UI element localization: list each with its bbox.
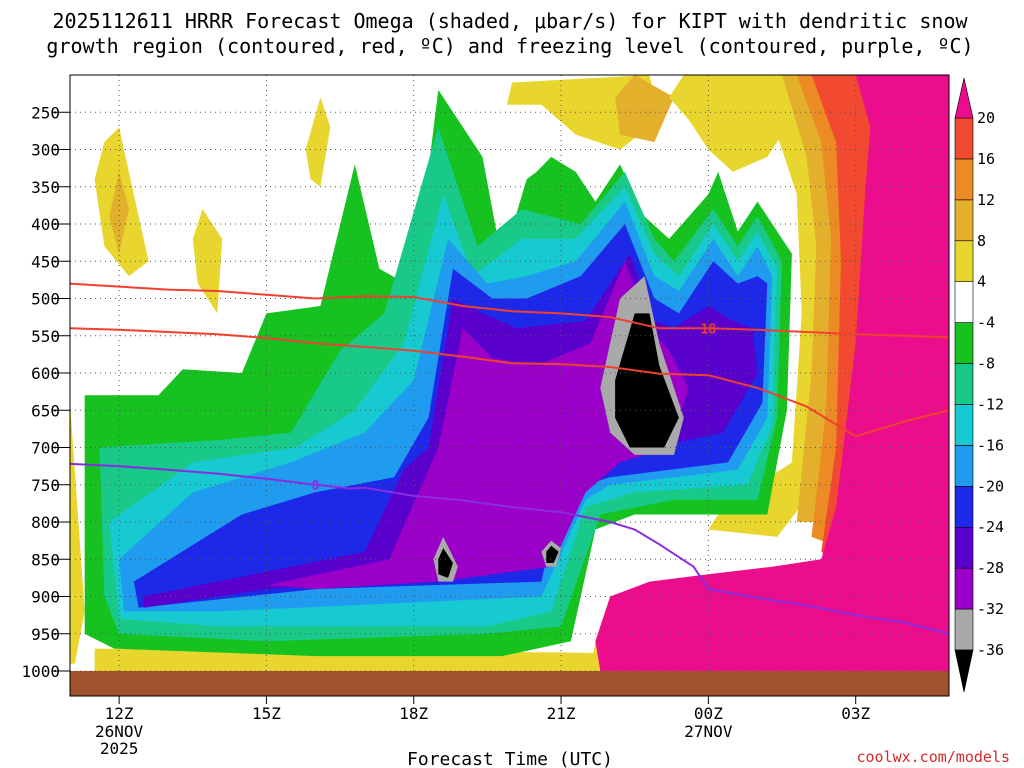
omega-area-3 bbox=[305, 97, 331, 187]
x-date-label-27NOV: 27NOV bbox=[684, 722, 733, 741]
y-tick-label-350: 350 bbox=[31, 178, 60, 197]
omega-area-22 bbox=[266, 261, 689, 590]
y-tick-label-950: 950 bbox=[31, 625, 60, 644]
x-tick-label-00Z: 00Z bbox=[694, 704, 723, 723]
y-tick-label-250: 250 bbox=[31, 103, 60, 122]
colorbar-label-20: 20 bbox=[977, 109, 995, 127]
plot-frame bbox=[69, 74, 950, 697]
y-tick-label-900: 900 bbox=[31, 588, 60, 607]
y-tick-label-1000: 1000 bbox=[21, 662, 60, 681]
colorbar-bin--20-to--16 bbox=[954, 445, 974, 487]
x-axis-title: Forecast Time (UTC) bbox=[407, 749, 613, 768]
contour-lines: 18 0 bbox=[70, 282, 949, 635]
omega-area-1 bbox=[109, 171, 129, 254]
colorbar-bin-8-to-12 bbox=[954, 199, 974, 242]
colorbar-bin--36-to--32 bbox=[954, 608, 974, 651]
omega-area-5 bbox=[615, 75, 674, 143]
x-tick-label-21Z: 21Z bbox=[547, 704, 576, 723]
colorbar-label-8: 8 bbox=[977, 232, 986, 250]
colorbar-label-4: 4 bbox=[977, 273, 986, 291]
colorbar-bin--28-to--24 bbox=[954, 526, 974, 569]
y-tick-label-700: 700 bbox=[31, 439, 60, 458]
omega-area-28 bbox=[546, 545, 559, 563]
freezing-contour-label: 0 bbox=[312, 479, 320, 494]
colorbar-bin--8-to--4 bbox=[954, 322, 974, 364]
colorbar-label--28: -28 bbox=[977, 559, 1004, 577]
y-tick-label-750: 750 bbox=[31, 476, 60, 495]
y-tick-label-550: 550 bbox=[31, 327, 60, 346]
colorbar-label--4: -4 bbox=[977, 314, 995, 332]
chart-title-line-2: growth region (contoured, red, ºC) and f… bbox=[46, 34, 973, 58]
ground-surface bbox=[70, 671, 949, 696]
colorbar: -36 -32 -28 -24 -20 -16 -12 -8 -4 4 8 12 16 20 bbox=[954, 77, 1004, 693]
x-tick-label-03Z: 03Z bbox=[841, 704, 870, 723]
dgz-bottom-line bbox=[70, 327, 949, 438]
omega-area-11 bbox=[811, 75, 881, 567]
x-tick-label-15Z: 15Z bbox=[252, 704, 281, 723]
y-tick-label-300: 300 bbox=[31, 141, 60, 160]
x-tick-label-18Z: 18Z bbox=[399, 704, 428, 723]
colorbar-bin-12-to-16 bbox=[954, 158, 974, 201]
colorbar-label--12: -12 bbox=[977, 395, 1004, 413]
plot-area: 18 0 bbox=[70, 75, 949, 671]
colorbar-bin-4-to-8 bbox=[954, 240, 974, 282]
dgz-contour-label: 18 bbox=[701, 322, 717, 337]
x-date-label-26NOV: 26NOV bbox=[95, 722, 144, 741]
colorbar-label-12: 12 bbox=[977, 191, 995, 209]
colorbar-label--32: -32 bbox=[977, 600, 1004, 618]
colorbar-label--20: -20 bbox=[977, 477, 1004, 495]
colorbar-bin--32-to--28 bbox=[954, 567, 974, 610]
y-axis: 250 300 350 400 450 500 550 600 650 700 750 800 850 9… bbox=[21, 103, 70, 681]
y-tick-label-450: 450 bbox=[31, 252, 60, 271]
colorbar-label--36: -36 bbox=[977, 641, 1004, 659]
colorbar-label--24: -24 bbox=[977, 518, 1004, 536]
freezing-level-line bbox=[70, 462, 949, 635]
colorbar-top-triangle bbox=[954, 77, 974, 119]
omega-shading bbox=[70, 75, 949, 671]
y-tick-label-500: 500 bbox=[31, 290, 60, 309]
colorbar-bin-16-to-20 bbox=[954, 117, 974, 160]
omega-area-24 bbox=[615, 313, 679, 448]
omega-area-2 bbox=[192, 209, 223, 314]
colorbar-bottom-triangle bbox=[954, 649, 974, 693]
colorbar-label-16: 16 bbox=[977, 150, 995, 168]
y-tick-label-850: 850 bbox=[31, 550, 60, 569]
x-tick-label-12Z: 12Z bbox=[105, 704, 134, 723]
y-tick-label-650: 650 bbox=[31, 401, 60, 420]
colorbar-label--8: -8 bbox=[977, 355, 995, 373]
dgz-top-line bbox=[70, 282, 949, 339]
colorbar-bin--24-to--20 bbox=[954, 486, 974, 528]
credit-link[interactable]: coolwx.com/models bbox=[856, 748, 1010, 766]
y-tick-label-800: 800 bbox=[31, 513, 60, 532]
colorbar-bin--12-to--8 bbox=[954, 363, 974, 405]
y-tick-label-600: 600 bbox=[31, 364, 60, 383]
y-tick-label-400: 400 bbox=[31, 215, 60, 234]
chart-title-line-1: 2025112611 HRRR Forecast Omega (shaded, … bbox=[52, 9, 968, 33]
colorbar-bin--16-to--12 bbox=[954, 404, 974, 446]
colorbar-label--16: -16 bbox=[977, 436, 1004, 454]
omega-area-12 bbox=[70, 402, 85, 664]
omega-area-26 bbox=[438, 548, 453, 578]
colorbar-bin--4-to-4 bbox=[954, 281, 974, 323]
x-date-label-2025: 2025 bbox=[100, 739, 139, 758]
